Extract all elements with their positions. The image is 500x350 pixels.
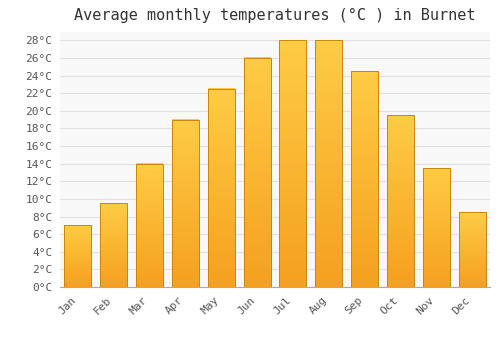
Bar — [280, 40, 306, 287]
Bar — [387, 115, 414, 287]
Title: Average monthly temperatures (°C ) in Burnet: Average monthly temperatures (°C ) in Bu… — [74, 8, 476, 23]
Bar — [64, 225, 92, 287]
Bar — [208, 89, 234, 287]
Bar — [172, 120, 199, 287]
Bar — [423, 168, 450, 287]
Bar — [458, 212, 485, 287]
Bar — [244, 58, 270, 287]
Bar — [100, 203, 127, 287]
Bar — [136, 164, 163, 287]
Bar — [316, 40, 342, 287]
Bar — [351, 71, 378, 287]
